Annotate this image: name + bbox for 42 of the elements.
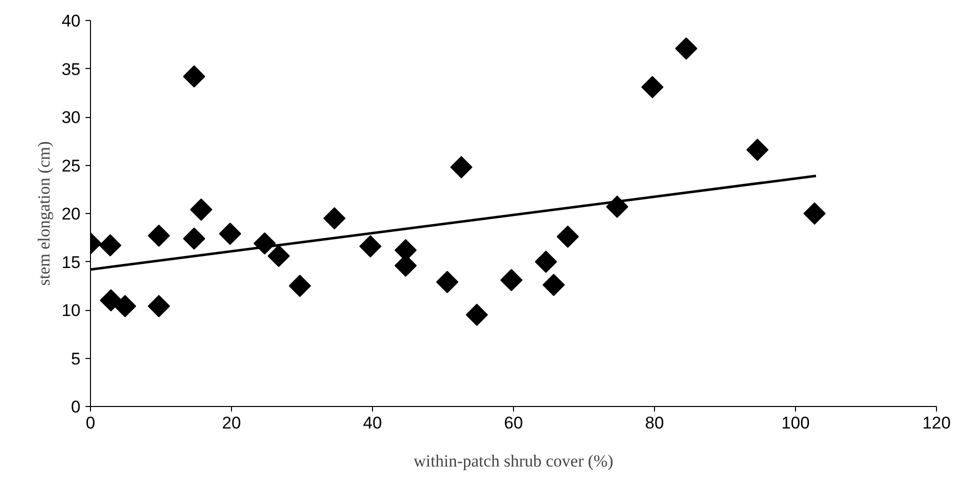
point — [359, 235, 382, 258]
point — [534, 250, 558, 273]
point — [218, 222, 242, 245]
point — [148, 295, 170, 318]
y-tick-label: 35 — [62, 60, 81, 79]
x-tick-label: 40 — [363, 414, 382, 432]
y-tick-label: 10 — [62, 301, 81, 320]
y-tick-label: 0 — [71, 398, 81, 416]
x-axis-title: within-patch shrub cover (%) — [414, 452, 614, 470]
point — [148, 224, 170, 247]
point — [641, 76, 664, 98]
point — [450, 156, 472, 178]
point — [323, 207, 346, 230]
y-axis-title: stem elongation (cm) — [34, 141, 54, 286]
y-tick-label: 30 — [62, 108, 81, 127]
y-tick-label: 5 — [71, 349, 81, 368]
y-tick-label: 40 — [62, 12, 81, 30]
point — [500, 268, 522, 292]
point — [675, 37, 698, 60]
point — [803, 202, 826, 225]
point — [183, 227, 206, 250]
x-tick-label: 80 — [645, 414, 664, 432]
point — [183, 65, 206, 88]
y-tick-label: 25 — [62, 156, 81, 176]
x-tick-label: 20 — [222, 414, 241, 432]
x-tick-label: 0 — [86, 414, 96, 432]
x-tick-label: 60 — [504, 414, 523, 432]
point — [100, 289, 122, 312]
point — [436, 270, 458, 294]
point — [542, 274, 565, 296]
x-tick-label: 100 — [781, 414, 810, 432]
point — [466, 304, 488, 326]
point — [288, 274, 311, 297]
point — [190, 198, 212, 221]
point — [114, 295, 136, 318]
point — [99, 234, 122, 256]
point — [268, 244, 290, 268]
y-tick-label: 15 — [62, 252, 81, 272]
x-tick-label: 120 — [922, 414, 951, 432]
y-tick-label: 20 — [62, 204, 81, 224]
point — [746, 138, 769, 161]
point — [556, 226, 579, 248]
